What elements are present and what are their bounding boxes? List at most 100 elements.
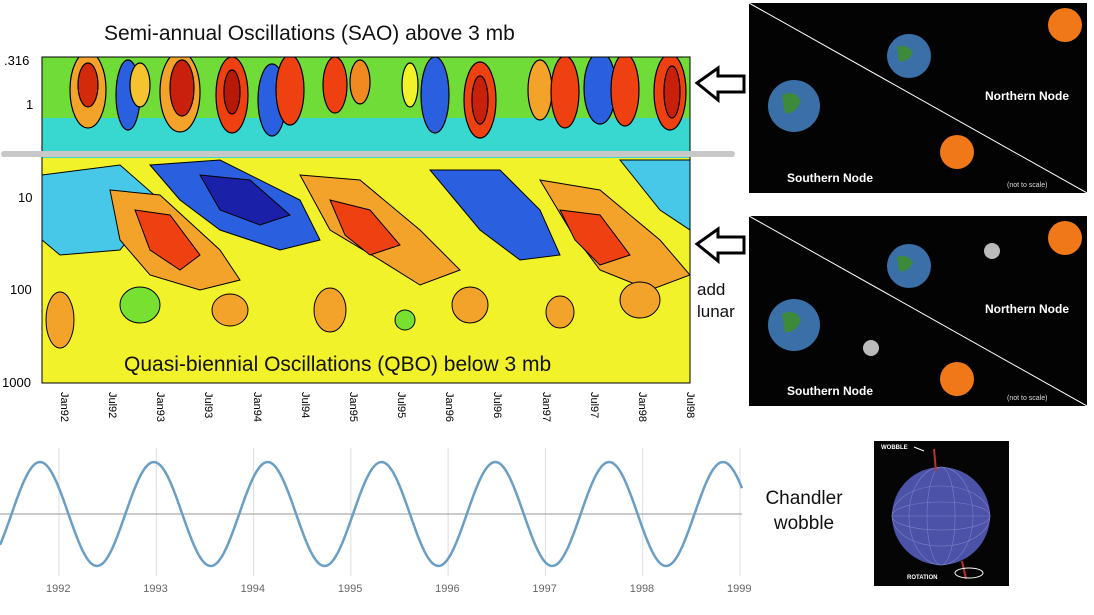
panel-diagonal — [749, 216, 1087, 406]
earth-land — [897, 255, 913, 272]
x-tick-label: Jul98 — [684, 392, 696, 419]
qbo-cell-red — [134, 209, 201, 271]
sao-cell — [527, 59, 553, 121]
sun-icon — [1048, 221, 1082, 255]
qbo-cells — [42, 159, 690, 291]
globe-grid — [891, 466, 991, 566]
lower-cell — [119, 286, 161, 324]
lower-cell — [451, 286, 489, 324]
sao-cell — [471, 75, 489, 125]
add-lunar-line2: lunar — [697, 302, 735, 321]
lower-cell — [619, 281, 661, 319]
add-lunar-line1: add — [697, 280, 726, 299]
sao-cell — [275, 57, 305, 126]
southern-node-label: Southern Node — [787, 171, 873, 185]
wave-year-tick: 1996 — [435, 583, 460, 595]
sao-title: Semi-annual Oscillations (SAO) above 3 m… — [104, 22, 515, 45]
wave-year-tick: 1999 — [727, 583, 752, 595]
lower-cell — [211, 293, 249, 327]
globe-graphic — [891, 446, 991, 580]
x-tick-label: Jul97 — [587, 392, 600, 419]
plot-frame — [41, 56, 691, 384]
moon-icon — [984, 243, 1000, 259]
wave-year-tick: 1998 — [629, 583, 655, 595]
wave-year-tick: 1995 — [337, 583, 363, 595]
not-to-scale-note: (not to scale) — [1007, 182, 1048, 189]
northern-node-label: Northern Node — [985, 89, 1069, 103]
northern-node-label: Northern Node — [985, 302, 1069, 316]
y-tick-label: 10 — [18, 190, 33, 205]
lower-cell — [45, 291, 75, 349]
x-tick-label: Jan96 — [443, 392, 456, 422]
qbo-cell-cyan — [618, 159, 690, 231]
earth-land — [782, 93, 801, 114]
sun-icon — [940, 135, 974, 169]
node-panel-bottom: Northern Node Southern Node (not to scal… — [749, 216, 1087, 406]
x-tick-label: Jan93 — [154, 392, 167, 422]
panel-top-graphics — [749, 3, 1087, 193]
x-tick-label: Jul92 — [106, 392, 119, 419]
qbo-cell-navy — [199, 174, 291, 226]
panel-diagonal — [749, 3, 1087, 193]
earth-land — [897, 45, 913, 62]
rotation-ellipse-icon — [954, 567, 984, 579]
not-to-scale-note: (not to scale) — [1007, 395, 1048, 402]
rotation-label: ROTATION — [907, 575, 938, 581]
node-panel-top: Northern Node Southern Node (not to scal… — [749, 3, 1087, 193]
lower-cell — [545, 295, 575, 329]
chandler-line1: Chandler — [765, 488, 843, 509]
wobble-axis-bottom — [961, 560, 967, 580]
x-tick-label: Jul95 — [395, 392, 408, 419]
x-tick-label: Jul94 — [298, 392, 311, 419]
lower-cell — [394, 309, 416, 331]
arrow-left-bottom-icon — [694, 226, 746, 265]
wave-gridlines — [58, 448, 741, 576]
wobble-axis-top — [933, 448, 937, 472]
x-tick-label: Jul96 — [491, 392, 504, 419]
sao-cell — [550, 57, 580, 129]
y-tick-label: 1000 — [2, 375, 31, 390]
x-tick-label: Jan97 — [539, 392, 552, 422]
x-tick-label: Jan94 — [250, 392, 263, 422]
contour-fill-group — [42, 57, 690, 383]
arrow-left-top-icon — [694, 65, 746, 104]
wobble-label: WOBBLE — [881, 445, 908, 451]
sao-cell — [610, 57, 640, 127]
sao-cell — [420, 57, 450, 134]
sao-cell — [349, 59, 371, 105]
sao-cells — [69, 57, 687, 139]
wave-year-tick: 1994 — [240, 583, 266, 595]
wave-year-tick: 1997 — [532, 583, 557, 595]
sao-cell — [129, 62, 151, 108]
y-tick-label: 1 — [26, 97, 34, 112]
x-tick-label: Jan98 — [635, 392, 648, 422]
earth-land — [782, 312, 801, 333]
y-tick-label: 100 — [10, 282, 32, 297]
add-lunar-note: add lunar — [697, 279, 735, 323]
chandler-line2: wobble — [773, 513, 835, 534]
wobble-globe-panel: WOBBLE ROTATION — [874, 441, 1009, 586]
lower-cells — [45, 281, 661, 349]
wave-year-tick: 1992 — [46, 583, 71, 595]
sao-cell — [322, 57, 348, 114]
sao-cell — [663, 65, 681, 119]
panel-bottom-graphics — [749, 216, 1087, 406]
wave-year-tick: 1993 — [143, 583, 168, 595]
sao-cell — [223, 69, 241, 115]
southern-node-label: Southern Node — [787, 384, 873, 398]
moon-icon — [863, 340, 879, 356]
chandler-wave-chart — [0, 448, 744, 576]
chandler-title: Chandler wobble — [760, 486, 848, 536]
sao-cell — [77, 62, 99, 108]
y-tick-label: .316 — [4, 53, 30, 68]
qbo-title: Quasi-biennial Oscillations (QBO) below … — [124, 353, 552, 376]
sun-icon — [940, 362, 974, 396]
x-tick-label: Jan95 — [346, 392, 359, 422]
x-tick-label: Jul93 — [202, 392, 215, 419]
qbo-cell-red — [559, 209, 631, 266]
sao-cell — [169, 59, 195, 117]
wobble-arrow-icon — [913, 446, 925, 452]
qbo-cell-blue — [428, 169, 561, 261]
qbo-cell-red — [329, 199, 401, 256]
lower-cell — [313, 287, 347, 333]
